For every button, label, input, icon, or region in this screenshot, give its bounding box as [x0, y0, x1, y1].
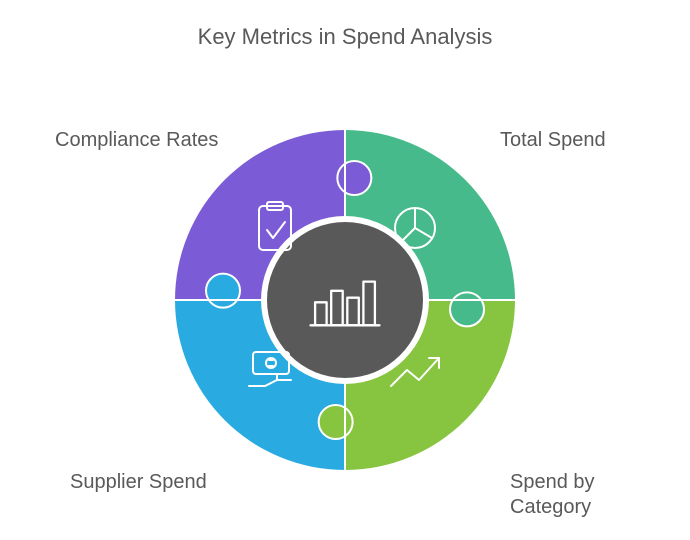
puzzle-knob	[450, 292, 484, 326]
puzzle-knob	[319, 405, 353, 439]
puzzle-donut-chart	[0, 0, 690, 540]
puzzle-knob	[206, 274, 240, 308]
label-spend-by-category: Spend by Category	[510, 470, 640, 520]
puzzle-knob	[337, 161, 371, 195]
infographic-stage: Key Metrics in Spend Analysis Total Spen…	[0, 0, 690, 540]
label-compliance-rates: Compliance Rates	[55, 128, 275, 153]
label-total-spend: Total Spend	[500, 128, 650, 153]
label-supplier-spend: Supplier Spend	[70, 470, 270, 495]
